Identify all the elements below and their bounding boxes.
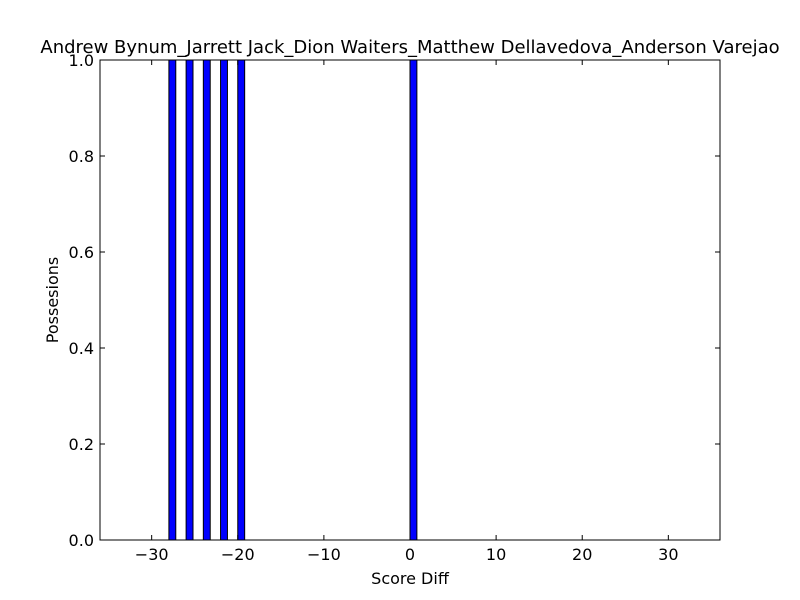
y-tick-label: 0.4 xyxy=(69,339,94,358)
x-axis-label: Score Diff xyxy=(371,569,450,588)
x-tick-label: −10 xyxy=(307,545,341,564)
bar-5 xyxy=(409,59,418,541)
x-tick-label: 10 xyxy=(486,545,506,564)
bar-0 xyxy=(168,59,177,541)
y-axis-label: Possesions xyxy=(43,257,62,343)
x-tick-label: 0 xyxy=(405,545,415,564)
plot-frame xyxy=(99,59,721,541)
bars-group xyxy=(168,59,418,541)
ticks-group: −30 −20 −10 0 10 20 30 0.0 0.2 0.4 0.6 0.8 1.0 xyxy=(69,51,720,564)
bar-1 xyxy=(185,59,194,541)
y-tick-label: 0.2 xyxy=(69,435,94,454)
y-tick-label: 1.0 xyxy=(69,51,94,70)
x-tick-label: −20 xyxy=(221,545,255,564)
y-tick-label: 0.6 xyxy=(69,243,94,262)
y-tick-label: 0.8 xyxy=(69,147,94,166)
bar-2 xyxy=(202,59,211,541)
y-tick-label: 0.0 xyxy=(69,531,94,550)
chart-title: Andrew Bynum_Jarrett Jack_Dion Waiters_M… xyxy=(40,37,779,58)
bar-4 xyxy=(237,59,246,541)
x-tick-label: 20 xyxy=(572,545,592,564)
x-tick-label: 30 xyxy=(658,545,678,564)
bar-3 xyxy=(220,59,228,541)
x-tick-label: −30 xyxy=(135,545,169,564)
